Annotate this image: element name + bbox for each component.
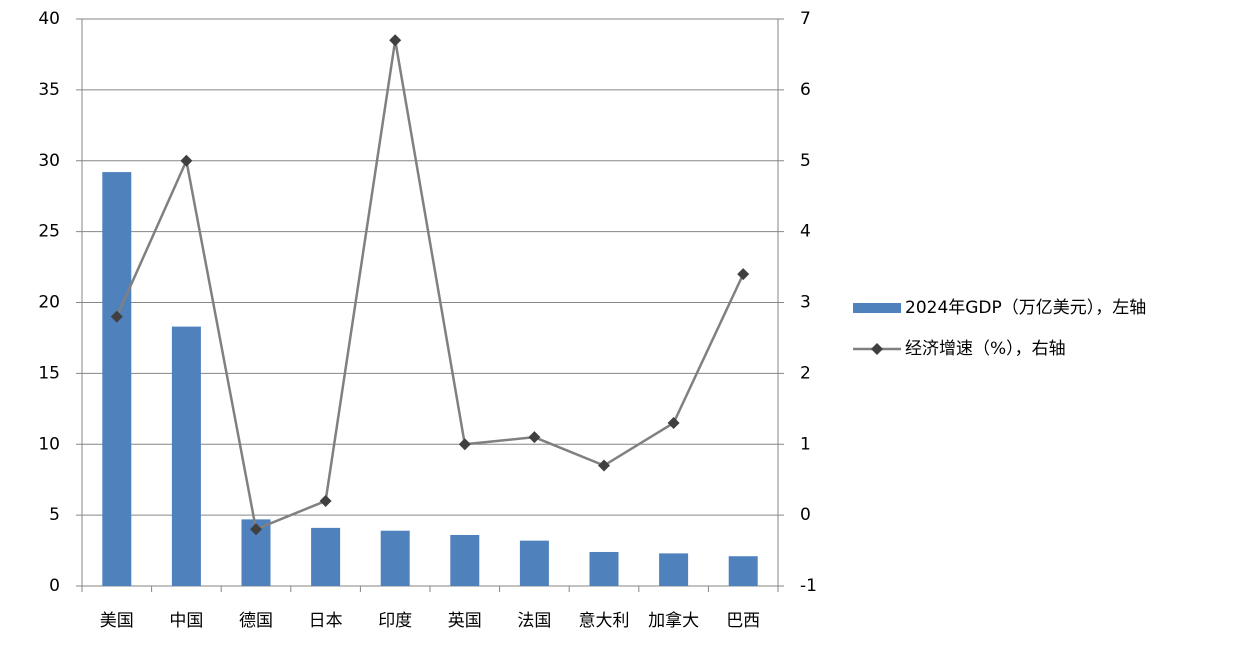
y2-tick-label: -1 <box>800 576 817 596</box>
bar <box>102 172 132 586</box>
y-tick-label: 15 <box>38 363 60 383</box>
line <box>115 40 745 532</box>
legend-label: 经济增速（%），右轴 <box>905 339 1066 359</box>
marker <box>667 416 680 429</box>
bar <box>171 326 201 586</box>
x-tick-label: 加拿大 <box>648 610 699 631</box>
y2-tick-label: 7 <box>800 9 811 29</box>
marker <box>598 459 610 472</box>
x-tick-label: 日本 <box>309 611 343 631</box>
y-tick-label: 0 <box>49 576 60 596</box>
y2-tick-label: 2 <box>800 363 811 383</box>
legend-marker <box>871 343 883 355</box>
y2-tick-label: 6 <box>800 80 811 100</box>
bar <box>728 556 758 586</box>
x-tick-label: 德国 <box>239 611 273 631</box>
marker <box>319 494 332 507</box>
marker <box>528 431 541 444</box>
y2-tick-label: 3 <box>800 293 811 313</box>
y-tick-label: 5 <box>49 505 60 525</box>
x-tick-label: 意大利 <box>579 611 630 631</box>
marker <box>458 438 471 451</box>
marker <box>737 268 750 281</box>
bar <box>450 534 480 586</box>
y2-tick-label: 1 <box>800 434 811 454</box>
y-tick-label: 20 <box>38 293 60 313</box>
y2-tick-label: 0 <box>800 505 811 525</box>
legend-label: 2024年GDP（万亿美元），左轴 <box>905 298 1146 318</box>
y2-tick-label: 5 <box>800 151 811 171</box>
marker <box>180 154 193 167</box>
x-tick-label: 美国 <box>100 611 134 631</box>
bar <box>589 551 619 586</box>
marker <box>250 523 262 536</box>
x-tick-label: 法国 <box>517 611 551 631</box>
bar <box>519 540 549 586</box>
bar <box>380 530 410 586</box>
marker <box>389 34 402 47</box>
bar <box>311 527 341 586</box>
legend-swatch <box>853 303 901 313</box>
y-tick-label: 30 <box>38 151 60 171</box>
x-tick-label: 印度 <box>378 611 412 631</box>
marker <box>110 310 123 323</box>
bar <box>659 553 689 586</box>
y-tick-label: 25 <box>38 222 60 242</box>
x-tick-label: 巴西 <box>726 611 760 631</box>
y-tick-label: 40 <box>38 9 60 29</box>
y-tick-label: 10 <box>38 434 60 454</box>
x-tick-label: 英国 <box>448 611 482 631</box>
x-tick-label: 中国 <box>169 611 203 631</box>
y2-tick-label: 4 <box>800 222 811 242</box>
y-tick-label: 35 <box>38 80 60 100</box>
